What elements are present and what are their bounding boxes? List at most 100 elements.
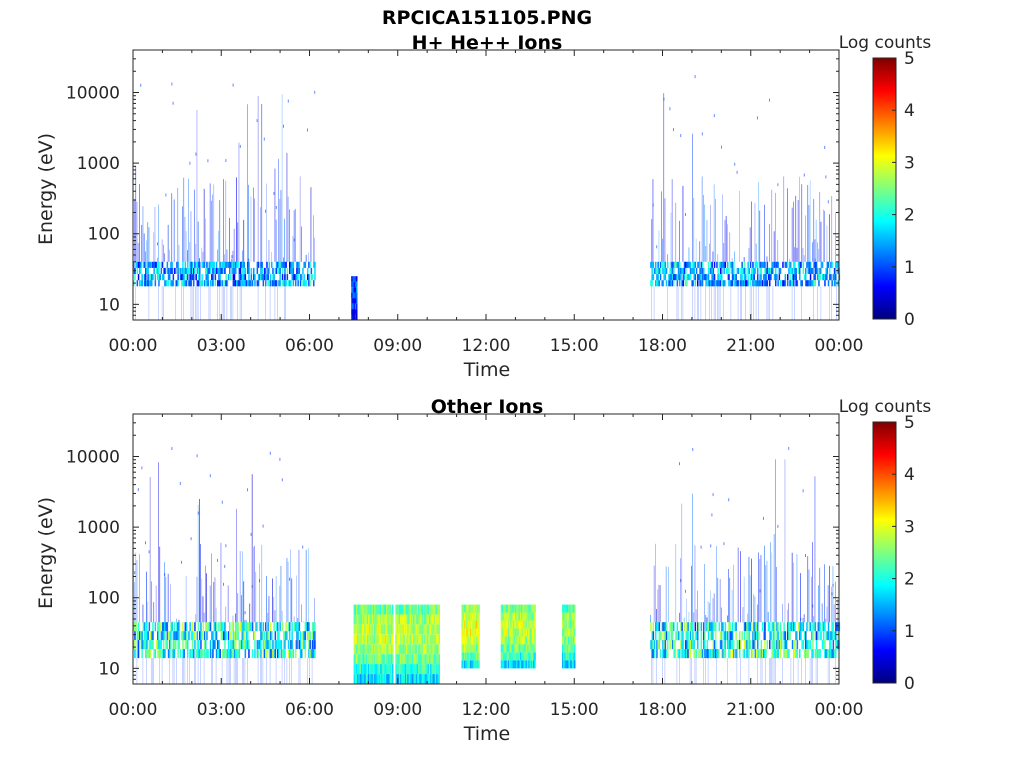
heat-cell <box>773 631 776 641</box>
heat-cell <box>242 631 244 641</box>
heat-cell <box>742 267 745 274</box>
heat-cell <box>147 280 149 287</box>
heat-streak <box>760 658 762 684</box>
heat-cell <box>199 649 201 659</box>
heat-cell <box>766 280 769 287</box>
heat-cell <box>427 654 430 665</box>
heat-dot <box>244 611 246 615</box>
heat-cell <box>507 660 510 669</box>
heat-cell <box>706 622 709 632</box>
heat-cell <box>213 267 215 274</box>
heat-cell <box>707 622 710 632</box>
heat-cell <box>830 640 832 650</box>
heat-cell <box>436 634 438 645</box>
heat-streak <box>796 554 798 623</box>
heat-cell <box>739 649 741 659</box>
heat-cell <box>814 261 817 268</box>
heat-streak <box>817 658 818 684</box>
heat-cell <box>177 267 179 274</box>
heat-cell <box>434 644 437 655</box>
heat-cell <box>274 267 277 274</box>
heat-cell <box>407 644 409 655</box>
heat-cell <box>369 644 371 655</box>
heat-cell <box>167 274 170 281</box>
heat-streak <box>773 231 775 262</box>
heat-cell <box>414 674 416 684</box>
heat-cell <box>796 640 799 650</box>
heat-cell <box>753 267 755 274</box>
heat-cell <box>671 261 674 268</box>
heat-cell <box>352 287 354 293</box>
heat-cell <box>519 612 522 621</box>
heat-cell <box>683 622 686 632</box>
colorbar <box>872 421 897 684</box>
heat-streak <box>220 542 222 623</box>
heat-cell <box>683 649 686 659</box>
heat-cell <box>734 280 736 287</box>
heat-cell <box>677 631 680 641</box>
heat-cell <box>656 649 658 659</box>
heat-streak <box>651 219 653 262</box>
heat-cell <box>137 631 140 641</box>
heat-cell <box>698 622 700 632</box>
heat-cell <box>712 640 715 650</box>
heat-cell <box>185 274 188 281</box>
heat-cell <box>525 636 528 645</box>
heat-cell <box>767 622 770 632</box>
heat-cell <box>239 280 242 287</box>
heat-cell <box>436 674 438 684</box>
heat-cell <box>463 652 466 661</box>
heat-cell <box>372 674 375 684</box>
heat-cell <box>160 640 163 650</box>
heat-cell <box>518 620 521 629</box>
heat-cell <box>699 274 701 281</box>
heat-cell <box>395 634 397 645</box>
heat-cell <box>140 631 142 641</box>
heat-cell <box>832 640 835 650</box>
heat-cell <box>513 628 516 637</box>
heat-cell <box>376 644 378 655</box>
heat-streak <box>233 658 235 684</box>
heat-cell <box>285 261 287 268</box>
heat-streak <box>751 558 752 623</box>
heat-streak <box>789 258 791 262</box>
heat-dot <box>134 571 136 575</box>
heat-cell <box>169 640 171 650</box>
heat-cell <box>835 640 837 650</box>
heat-cell <box>754 649 757 659</box>
heat-streak <box>731 589 733 623</box>
heat-cell <box>404 664 407 674</box>
heat-cell <box>356 287 358 293</box>
heat-cell <box>420 654 422 665</box>
heat-cell <box>835 631 837 641</box>
heat-streak <box>212 658 213 684</box>
heat-streak <box>773 658 775 684</box>
heat-cell <box>527 628 529 637</box>
heat-cell <box>718 622 721 632</box>
heat-cell <box>785 640 788 650</box>
heat-cell <box>437 604 439 615</box>
heat-cell <box>203 649 206 659</box>
heat-cell <box>213 261 215 268</box>
heat-cell <box>504 652 506 661</box>
heat-cell <box>353 654 356 665</box>
heat-cell <box>366 644 369 655</box>
heat-cell <box>793 274 795 281</box>
heat-cell <box>833 649 836 659</box>
heat-cell <box>568 644 570 653</box>
heat-streak <box>692 286 693 320</box>
heat-cell <box>239 640 242 650</box>
heat-cell <box>269 622 272 632</box>
heat-cell <box>370 644 372 655</box>
heat-dot <box>217 558 218 562</box>
heat-cell <box>833 280 836 287</box>
heat-cell <box>745 274 747 281</box>
heat-streak <box>668 566 669 623</box>
heat-cell <box>713 280 716 287</box>
heat-cell <box>402 634 404 645</box>
heat-cell <box>137 274 140 281</box>
heat-cell <box>772 649 775 659</box>
heat-cell <box>377 614 380 625</box>
heat-cell <box>707 261 710 268</box>
heat-streak <box>729 232 731 262</box>
